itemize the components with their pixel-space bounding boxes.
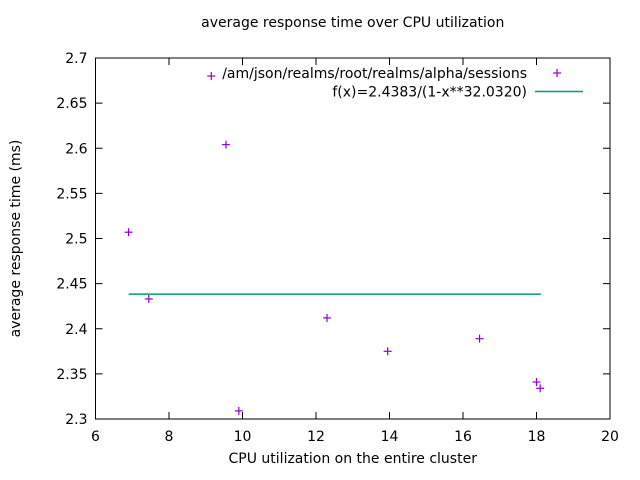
y-tick-label: 2.7 bbox=[65, 51, 87, 67]
plot-border bbox=[95, 57, 611, 420]
y-tick-label: 2.5 bbox=[65, 232, 87, 248]
x-tick-label: 16 bbox=[454, 429, 472, 445]
x-axis-label: CPU utilization on the entire cluster bbox=[229, 451, 478, 467]
y-tick-label: 2.55 bbox=[56, 186, 87, 202]
y-tick-label: 2.6 bbox=[65, 141, 87, 157]
y-tick-label: 2.35 bbox=[56, 367, 87, 383]
y-tick-label: 2.45 bbox=[56, 277, 87, 293]
legend-label: f(x)=2.4383/(1-x**32.0320) bbox=[332, 85, 527, 101]
x-tick-label: 8 bbox=[165, 429, 174, 445]
x-tick-label: 6 bbox=[91, 429, 100, 445]
x-tick-label: 12 bbox=[307, 429, 325, 445]
y-tick-label: 2.3 bbox=[65, 412, 87, 428]
x-tick-label: 20 bbox=[601, 429, 619, 445]
y-axis-label: average response time (ms) bbox=[8, 140, 24, 338]
x-tick-label: 10 bbox=[234, 429, 252, 445]
y-tick-label: 2.4 bbox=[65, 322, 87, 338]
y-tick-label: 2.65 bbox=[56, 96, 87, 112]
legend-label: /am/json/realms/root/realms/alpha/sessio… bbox=[222, 66, 527, 82]
x-tick-label: 14 bbox=[381, 429, 399, 445]
chart-title: average response time over CPU utilizati… bbox=[201, 15, 504, 31]
x-tick-label: 18 bbox=[528, 429, 546, 445]
